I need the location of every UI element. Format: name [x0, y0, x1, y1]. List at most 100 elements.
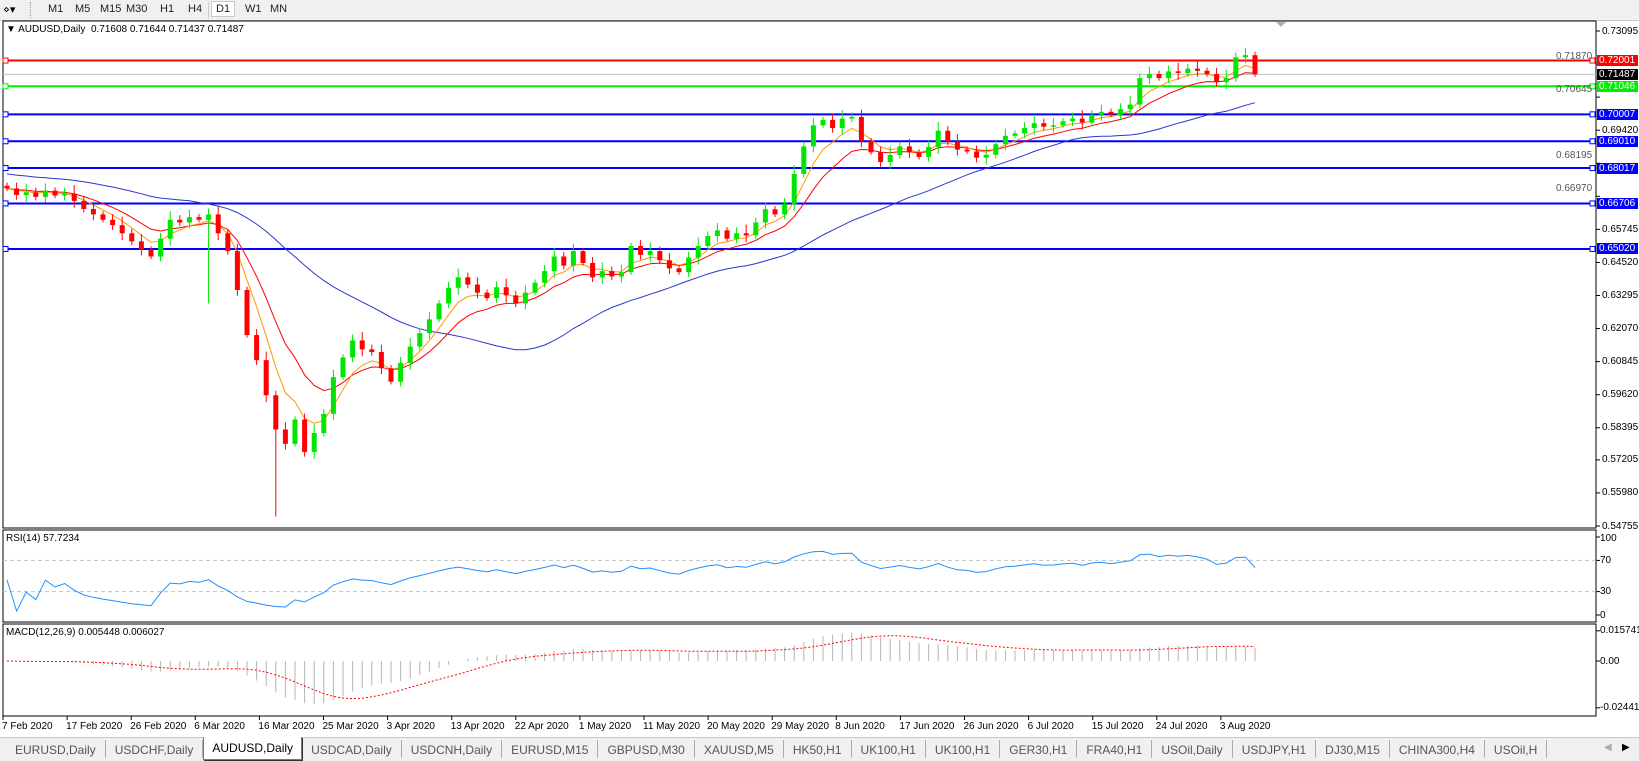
- bullish-candle: [1137, 78, 1143, 105]
- bearish-candle: [916, 152, 922, 157]
- bearish-candle: [878, 152, 884, 163]
- bearish-candle: [772, 209, 778, 215]
- tab-hk50-h1[interactable]: HK50,H1: [784, 740, 852, 758]
- tab-audusd-daily[interactable]: AUDUSD,Daily: [203, 737, 303, 760]
- bullish-candle: [628, 245, 634, 273]
- bullish-candle: [1060, 121, 1066, 126]
- timeframe-button-h4[interactable]: H4: [188, 3, 203, 15]
- tab-usoil-daily[interactable]: USOil,Daily: [1152, 740, 1233, 758]
- bullish-candle: [23, 192, 29, 195]
- bullish-candle: [321, 413, 327, 434]
- bullish-candle: [1012, 133, 1018, 136]
- date-axis-label: 8 Jun 2020: [835, 721, 885, 732]
- bearish-candle: [580, 251, 586, 263]
- bullish-candle: [206, 214, 212, 220]
- bullish-candle: [762, 209, 768, 223]
- tab-usdjpy-h1[interactable]: USDJPY,H1: [1233, 740, 1317, 758]
- price-tick-label: 0.70645: [1556, 84, 1593, 96]
- bullish-candle: [292, 419, 298, 444]
- bullish-candle: [455, 277, 461, 288]
- bullish-candle: [1089, 114, 1095, 123]
- bullish-candle: [494, 287, 500, 299]
- date-axis-label: 24 Jul 2020: [1155, 721, 1208, 732]
- bearish-candle: [561, 256, 567, 266]
- bearish-candle: [954, 141, 960, 150]
- date-axis-label: 3 Aug 2020: [1219, 721, 1271, 732]
- drawing-tools-icon[interactable]: ⋄▾: [3, 4, 16, 16]
- bearish-candle: [52, 190, 58, 196]
- bearish-candle: [945, 130, 951, 142]
- bearish-candle: [503, 287, 509, 296]
- timeframe-button-w1[interactable]: W1: [245, 3, 262, 15]
- date-axis-label: 15 Jul 2020: [1091, 721, 1144, 732]
- bearish-candle: [513, 295, 519, 304]
- bullish-candle: [618, 272, 624, 277]
- level-line-handle: [1589, 165, 1596, 172]
- rsi-tick-label: 0: [1600, 609, 1606, 621]
- bullish-candle: [1070, 118, 1076, 122]
- price-tick-label: 0.59620: [1602, 389, 1639, 401]
- bullish-candle: [1022, 128, 1028, 134]
- bullish-candle: [695, 245, 701, 258]
- timeframe-button-m5[interactable]: M5: [75, 3, 91, 15]
- bullish-candle: [311, 433, 317, 452]
- bullish-candle: [887, 155, 893, 163]
- tab-usdcnh-daily[interactable]: USDCNH,Daily: [402, 740, 503, 758]
- bullish-candle: [158, 238, 164, 257]
- tab-xauusd-m5[interactable]: XAUUSD,M5: [695, 740, 784, 758]
- ohlc-values: 0.71608 0.71644 0.71437 0.71487: [90, 24, 244, 35]
- timeframe-button-mn[interactable]: MN: [270, 3, 288, 15]
- toolbar-separator: [30, 2, 33, 18]
- bearish-candle: [590, 262, 596, 278]
- tab-usdcad-daily[interactable]: USDCAD,Daily: [302, 740, 402, 758]
- price-tick-label: 0.63295: [1602, 290, 1639, 301]
- level-line-handle: [1589, 83, 1596, 90]
- bullish-candle: [714, 230, 720, 236]
- level-line-handle: [1589, 245, 1596, 252]
- price-tick-label: 0.69420: [1602, 124, 1639, 136]
- date-axis-label: 13 Apr 2020: [450, 721, 505, 732]
- tab-dj30-m15[interactable]: DJ30,M15: [1316, 740, 1390, 758]
- bearish-candle: [263, 360, 269, 396]
- tab-usdchf-daily[interactable]: USDCHF,Daily: [106, 740, 204, 758]
- bearish-candle: [743, 233, 749, 236]
- bearish-candle: [484, 292, 490, 299]
- timeframe-button-d1[interactable]: D1: [211, 1, 236, 17]
- tabs-scroll-left-icon[interactable]: ◀: [1604, 742, 1612, 753]
- price-tick-label: 0.58395: [1602, 422, 1639, 434]
- level-price-label: 0.70007: [1597, 108, 1638, 120]
- level-line-handle: [2, 165, 9, 172]
- bullish-candle: [446, 287, 452, 304]
- bearish-candle: [302, 419, 308, 452]
- macd-tick-label: 0.00: [1600, 655, 1620, 667]
- chart-tabs-bar: EURUSD,Daily USDCHF,Daily AUDUSD,Daily USDC…: [0, 737, 1639, 761]
- toolbar-separator: [208, 2, 209, 18]
- tab-uk100-h1[interactable]: UK100,H1: [926, 740, 1001, 758]
- tab-gbpusd-m30[interactable]: GBPUSD,M30: [598, 740, 695, 758]
- tab-uk100-h1[interactable]: UK100,H1: [852, 740, 926, 758]
- timeframe-button-h1[interactable]: H1: [160, 3, 175, 15]
- tab-china300-h4[interactable]: CHINA300,H4: [1390, 740, 1485, 758]
- tabs-scroll-right-icon[interactable]: ▶: [1622, 742, 1630, 753]
- date-axis-label: 16 Mar 2020: [258, 721, 315, 732]
- chart-menu-arrow-icon[interactable]: ▼: [6, 24, 16, 35]
- tab-eurusd-daily[interactable]: EURUSD,Daily: [6, 740, 106, 758]
- level-line-handle: [1589, 200, 1596, 207]
- bullish-candle: [1098, 111, 1104, 115]
- timeframe-button-m15[interactable]: M15: [100, 3, 122, 15]
- tab-usoil-h[interactable]: USOil,H: [1485, 740, 1548, 758]
- tab-ger30-h1[interactable]: GER30,H1: [1000, 740, 1078, 758]
- bearish-candle: [1079, 118, 1085, 123]
- bullish-candle: [820, 119, 826, 126]
- date-axis-label: 26 Jun 2020: [963, 721, 1019, 732]
- bearish-candle: [868, 141, 874, 153]
- bearish-candle: [196, 217, 202, 220]
- timeframe-button-m30[interactable]: M30: [126, 3, 148, 15]
- tab-eurusd-m15[interactable]: EURUSD,M15: [502, 740, 599, 758]
- timeframe-button-m1[interactable]: M1: [48, 3, 64, 15]
- bullish-candle: [42, 190, 48, 197]
- tab-fra40-h1[interactable]: FRA40,H1: [1077, 740, 1153, 758]
- bullish-candle: [897, 146, 903, 156]
- slow-moving-average-line: [6, 102, 1256, 351]
- bullish-candle: [849, 116, 855, 119]
